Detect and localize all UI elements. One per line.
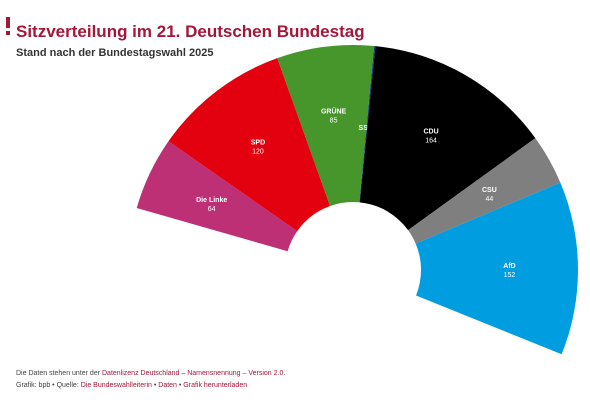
seat-slice-cdu[interactable]: [359, 46, 536, 231]
seat-slice-spd[interactable]: [168, 58, 331, 232]
separator: •: [176, 382, 184, 389]
title-accent-dot: [6, 31, 10, 35]
slice-value: 152: [504, 272, 516, 279]
slice-label: Die Linke: [196, 197, 227, 204]
slice-value: 120: [252, 149, 264, 156]
slice-value: 64: [208, 206, 216, 213]
credit-prefix: Grafik: bpb • Quelle:: [16, 382, 81, 389]
chart-subtitle: Stand nach der Bundestagswahl 2025: [16, 47, 214, 59]
seat-slice-gr-ne[interactable]: [277, 44, 375, 206]
credit-line: Grafik: bpb • Quelle: Die Bundeswahlleit…: [16, 381, 247, 390]
download-link[interactable]: Grafik herunterladen: [183, 382, 248, 389]
slice-label: GRÜNE: [321, 107, 347, 116]
slice-value: 164: [425, 137, 437, 144]
slice-label: SPD: [251, 140, 265, 147]
seat-slice-ssw[interactable]: [359, 46, 376, 203]
slice-value: 44: [485, 196, 493, 203]
license-link[interactable]: Datenlizenz Deutschland – Namensnennung …: [102, 370, 284, 377]
seat-slice-die-linke[interactable]: [136, 141, 298, 252]
source-link[interactable]: Die Bundeswahlleiterin: [80, 382, 152, 389]
license-note: Die Daten stehen unter der Datenlizenz D…: [16, 369, 285, 378]
slice-label: AfD: [503, 263, 515, 270]
seat-slice-afd[interactable]: [415, 182, 579, 355]
separator: •: [151, 382, 159, 389]
slice-label: CDU: [423, 128, 438, 135]
data-link[interactable]: Daten: [158, 382, 177, 389]
license-suffix: .: [283, 370, 286, 377]
chart-title: Sitzverteilung im 21. Deutschen Bundesta…: [16, 22, 365, 41]
title-accent-bar: [6, 17, 10, 28]
license-prefix: Die Daten stehen unter der: [16, 370, 102, 377]
slice-value: 85: [330, 118, 338, 125]
seat-slice-csu[interactable]: [408, 138, 561, 244]
slice-label: SSW: [359, 125, 375, 132]
slice-label: CSU: [482, 187, 497, 194]
